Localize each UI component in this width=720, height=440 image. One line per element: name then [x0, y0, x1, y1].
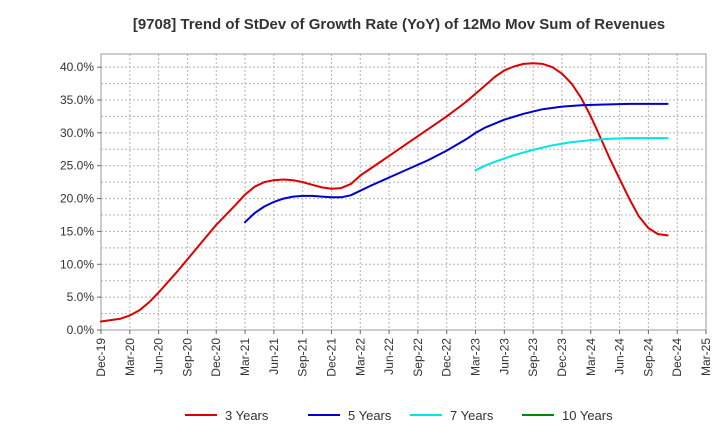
x-tick-label: Dec-21 [324, 338, 338, 377]
series-line-7-years [474, 137, 669, 172]
x-tick-label: Dec-19 [94, 338, 108, 377]
x-tick-label: Dec-24 [670, 338, 684, 377]
series-lines [100, 62, 669, 323]
x-tick-label: Mar-24 [584, 338, 598, 376]
y-tick-label: 25.0% [60, 159, 94, 173]
y-tick-label: 15.0% [60, 224, 94, 238]
x-axis-ticks: Dec-19 Mar-20 Jun-20 Sep-20 Dec-20 Mar-21 Jun-… [94, 330, 713, 377]
y-tick-label: 5.0% [67, 290, 95, 304]
y-tick-label: 30.0% [60, 126, 94, 140]
legend-label: 3 Years [225, 408, 269, 423]
y-tick-label: 40.0% [60, 60, 94, 74]
plot-area-frame [100, 53, 707, 331]
y-tick-label: 20.0% [60, 192, 94, 206]
x-tick-label: Mar-25 [699, 338, 713, 376]
legend-label: 7 Years [450, 408, 494, 423]
x-tick-label: Dec-22 [440, 338, 454, 377]
chart-title: [9708] Trend of StDev of Growth Rate (Yo… [133, 16, 665, 33]
legend-label: 10 Years [562, 408, 613, 423]
x-tick-label: Sep-24 [641, 338, 655, 377]
x-tick-label: Mar-21 [238, 338, 252, 376]
x-tick-label: Dec-20 [209, 338, 223, 377]
x-tick-label: Jun-23 [497, 338, 511, 375]
y-axis-ticks: 0.0% 5.0% 10.0% 15.0% 20.0% 25.0% 30.0% 35.0% 40… [60, 60, 101, 337]
series-line-3-years [100, 62, 669, 323]
legend: 3 Years 5 Years 7 Years 10 Years [185, 408, 613, 423]
x-tick-label: Mar-20 [123, 338, 137, 376]
x-tick-label: Dec-23 [555, 338, 569, 377]
x-tick-label: Jun-24 [613, 338, 627, 375]
y-tick-label: 10.0% [60, 257, 94, 271]
x-tick-label: Sep-20 [180, 338, 194, 377]
x-tick-label: Mar-22 [353, 338, 367, 376]
legend-label: 5 Years [348, 408, 392, 423]
y-tick-label: 35.0% [60, 93, 94, 107]
x-tick-label: Sep-22 [411, 338, 425, 377]
y-tick-label: 0.0% [67, 323, 95, 337]
x-tick-label: Sep-23 [526, 338, 540, 377]
x-tick-label: Jun-21 [267, 338, 281, 375]
x-tick-label: Jun-22 [382, 338, 396, 375]
series-line-5-years [244, 102, 669, 224]
grid [100, 54, 707, 331]
x-tick-label: Sep-21 [296, 338, 310, 377]
x-tick-label: Mar-23 [469, 338, 483, 376]
x-tick-label: Jun-20 [152, 338, 166, 375]
